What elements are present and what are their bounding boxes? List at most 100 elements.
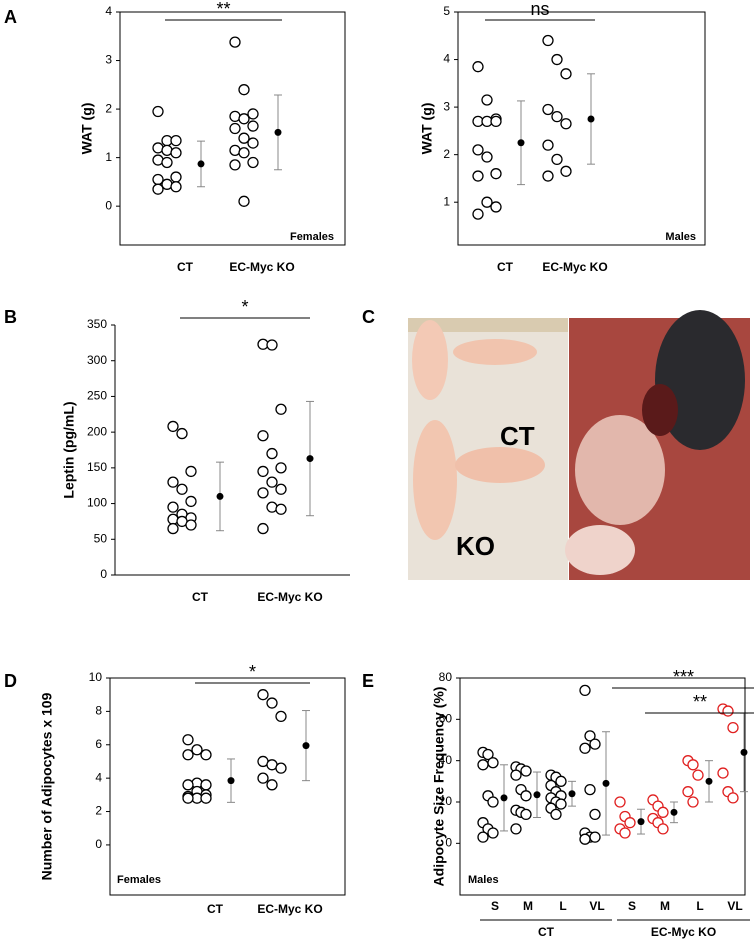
mean-dot [302,742,310,750]
mean-dot [740,748,748,756]
tissue [412,320,448,400]
mean-dot [216,492,224,500]
x-tick-label: EC-Myc KO [257,590,322,604]
data-point [182,779,194,791]
data-point [170,181,182,193]
note: Females [117,874,161,886]
mean-dot [705,777,713,785]
mean-dot [587,115,595,123]
data-point [257,487,269,499]
y-axis-label: Leptin (pg/mL) [61,401,77,498]
data-point [560,165,572,177]
x-tick-label: CT [177,260,194,274]
data-point [182,749,194,761]
data-point [624,817,636,829]
data-point [487,827,499,839]
data-point [176,427,188,440]
data-point [687,759,699,771]
data-point [191,744,203,756]
mean-dot [197,160,205,168]
tissue [453,339,537,365]
data-point [182,792,194,804]
data-point [266,447,278,460]
frame [109,677,346,896]
data-point [579,684,591,697]
data-point [490,115,502,128]
data-point [275,403,287,415]
y-axis-label: Number of Adipocytes x 109 [39,692,55,880]
y-axis-label: Adipocyte Size Frequency (%) [431,687,447,887]
y-axis-label: WAT (g) [79,103,95,155]
y-tick-label: 6 [95,737,102,751]
y-tick-label: 350 [87,317,107,331]
data-point [550,808,562,821]
y-tick-label: 5 [443,4,450,18]
y-tick-label: 50 [94,531,108,545]
data-point [560,68,572,80]
data-point [200,792,212,804]
data-point [589,738,601,750]
x-tick-label: L [559,899,566,913]
data-point [185,465,197,478]
tissue [413,420,457,540]
data-point [167,476,179,488]
y-tick-label: 0 [445,836,452,850]
data-point [584,730,596,742]
y-tick-label: 2 [105,101,112,115]
data-point [490,168,502,180]
x-tick-label: L [696,899,703,913]
y-tick-label: 250 [87,389,107,403]
data-point [520,790,532,802]
y-tick-label: 2 [443,147,450,161]
data-point [257,522,269,535]
data-point [482,748,494,761]
panel-letter: B [4,307,17,327]
data-point [560,118,572,130]
note: Males [468,874,499,886]
y-tick-label: 200 [87,424,107,438]
data-point [266,501,278,513]
y-tick-label: 80 [439,670,453,684]
significance-label: *** [673,667,694,687]
data-point [247,156,259,169]
data-point [238,84,250,96]
data-point [619,827,631,839]
significance-label: * [241,297,248,317]
data-point [275,462,287,474]
data-point [555,798,567,810]
mean-dot [517,139,525,147]
x-tick-label: S [491,899,499,913]
x-tick-label: VL [727,899,742,913]
data-point [152,105,164,118]
data-point [257,772,269,784]
data-point [167,501,179,513]
x-tick-label: EC-Myc KO [229,260,294,274]
mean-dot [568,790,576,798]
data-point [481,196,493,208]
data-point [717,767,729,779]
y-tick-label: 3 [443,99,450,113]
data-point [727,721,739,734]
data-point [152,183,164,195]
mean-dot [670,808,678,816]
data-point [551,153,563,166]
data-point [275,503,287,515]
tissue [575,415,665,525]
data-point [247,137,259,149]
data-point [614,796,626,808]
data-point [167,420,179,433]
data-point [510,769,522,781]
mean-dot [602,779,610,787]
photo-label: KO [456,531,495,561]
y-tick-label: 10 [89,670,103,684]
data-point [247,108,259,120]
data-point [551,53,563,66]
y-tick-label: 1 [105,150,112,164]
y-tick-label: 0 [100,567,107,581]
data-point [257,689,269,701]
y-tick-label: 0 [105,198,112,212]
significance-label: ** [216,0,230,19]
data-point [551,110,563,123]
data-point [170,134,182,147]
x-tick-label: M [660,899,670,913]
